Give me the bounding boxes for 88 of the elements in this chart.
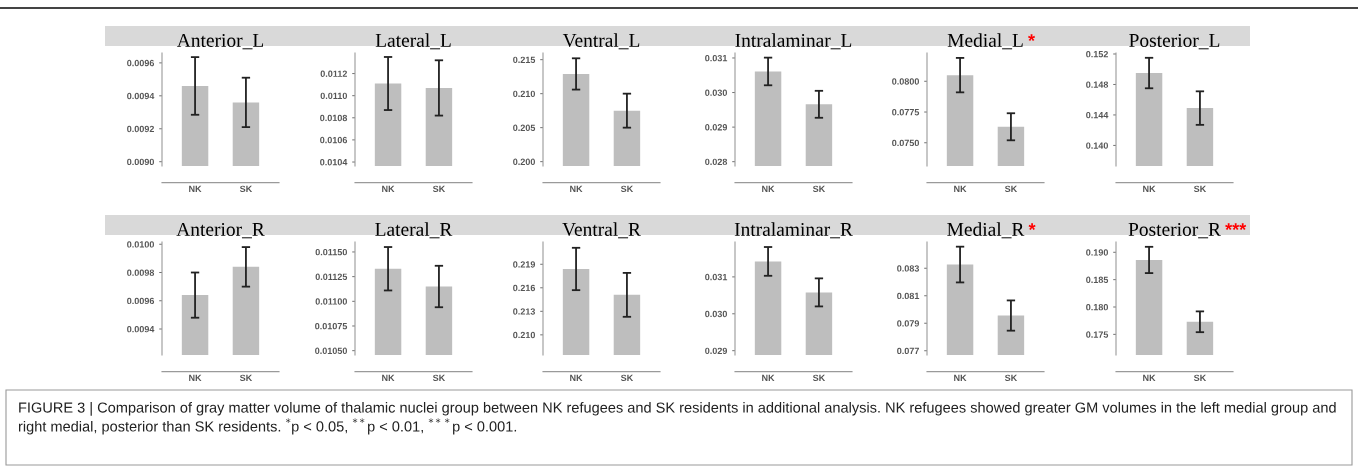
x-tick-label: SK bbox=[812, 185, 826, 193]
y-tick-label: 0.029 bbox=[705, 347, 728, 355]
x-tick-label: NK bbox=[762, 185, 775, 192]
y-tick-label: 0.0096 bbox=[127, 297, 155, 305]
x-tick-label: SK bbox=[620, 374, 634, 382]
y-tick-label: 0.0775 bbox=[892, 108, 920, 116]
y-tick-label: 0.0092 bbox=[127, 125, 154, 133]
y-tick-label: 0.200 bbox=[513, 158, 535, 166]
x-tick-label: NK bbox=[954, 374, 967, 381]
chart-title: Ventral_L bbox=[562, 33, 640, 50]
x-tick-label: SK bbox=[620, 185, 634, 193]
y-tick-label: 0.029 bbox=[705, 124, 728, 131]
y-tick-label: 0.144 bbox=[1086, 111, 1109, 119]
y-tick-label: 0.030 bbox=[705, 310, 727, 318]
x-tick-label: NK bbox=[1143, 374, 1156, 381]
y-tick-label: 0.01100 bbox=[315, 298, 347, 305]
chart-title: Anterior_L bbox=[176, 33, 264, 50]
y-tick-label: 0.0096 bbox=[127, 59, 155, 67]
x-tick-label: NK bbox=[1143, 185, 1156, 192]
x-tick-label: SK bbox=[1193, 374, 1207, 382]
y-tick-label: 0.0106 bbox=[320, 136, 348, 144]
y-tick-label: 0.083 bbox=[897, 265, 920, 272]
x-tick-label: NK bbox=[189, 185, 202, 192]
y-tick-label: 0.152 bbox=[1086, 50, 1108, 58]
y-tick-label: 0.030 bbox=[705, 89, 727, 96]
text: *** bbox=[1225, 223, 1247, 231]
y-tick-label: 0.0800 bbox=[892, 78, 919, 85]
y-tick-label: 0.01125 bbox=[315, 273, 348, 280]
y-tick-label: 0.0110 bbox=[320, 92, 347, 100]
x-tick-label: NK bbox=[382, 185, 395, 192]
y-tick-label: 0.031 bbox=[705, 54, 728, 62]
y-tick-label: 0.185 bbox=[1086, 276, 1109, 284]
y-tick-label: 0.190 bbox=[1086, 249, 1108, 256]
y-tick-label: 0.219 bbox=[513, 261, 536, 268]
y-tick-label: 0.01075 bbox=[315, 322, 348, 330]
y-tick-label: 0.0104 bbox=[320, 158, 348, 166]
x-tick-label: NK bbox=[762, 374, 775, 381]
chart-title: Medial_L bbox=[947, 33, 1023, 50]
chart-title: Intralaminar_R bbox=[734, 222, 853, 239]
y-tick-label: 0.216 bbox=[513, 284, 536, 292]
y-tick-label: 0.0750 bbox=[892, 139, 919, 147]
y-tick-label: 0.210 bbox=[513, 331, 535, 339]
y-tick-label: 0.180 bbox=[1086, 303, 1108, 311]
x-tick-label: SK bbox=[1193, 185, 1207, 193]
y-tick-label: 0.077 bbox=[897, 347, 919, 355]
y-tick-label: 0.140 bbox=[1086, 142, 1108, 149]
x-tick-label: SK bbox=[239, 374, 253, 382]
y-tick-label: 0.031 bbox=[705, 273, 728, 281]
x-tick-label: SK bbox=[812, 374, 826, 382]
chart-title: Lateral_R bbox=[375, 222, 453, 239]
x-tick-label: SK bbox=[239, 185, 253, 193]
y-tick-label: 0.028 bbox=[705, 158, 728, 166]
y-tick-label: 0.079 bbox=[897, 320, 920, 327]
y-tick-label: 0.01050 bbox=[315, 347, 347, 355]
chart-title: Anterior_R bbox=[176, 222, 265, 239]
y-tick-label: 0.0112 bbox=[320, 70, 347, 77]
y-tick-label: 0.215 bbox=[513, 56, 536, 64]
x-tick-label: NK bbox=[189, 374, 202, 381]
y-tick-label: 0.0108 bbox=[320, 114, 348, 122]
chart-title: Intralaminar_L bbox=[735, 33, 852, 50]
x-tick-label: NK bbox=[954, 185, 967, 192]
chart-title: Medial_R bbox=[947, 222, 1025, 239]
x-tick-label: SK bbox=[432, 374, 446, 382]
y-tick-label: 0.01150 bbox=[315, 248, 347, 256]
y-tick-label: 0.0100 bbox=[127, 241, 154, 248]
x-tick-label: NK bbox=[570, 185, 583, 192]
x-tick-label: SK bbox=[1004, 185, 1018, 193]
caption: FIGURE 3 | Comparison of gray matter volume of thalamic nuclei group between NK refugees and SK residents in additional analysis. NK refugees showed greater GM volumes in the left medial group and right medial, posterior than SK residents. $^{*}$p < 0.05, $^{**}$p < 0.01, $^{***}$p < 0.001. bbox=[18, 402, 1336, 435]
x-tick-label: NK bbox=[570, 374, 583, 381]
y-tick-label: 0.081 bbox=[897, 292, 920, 300]
y-tick-label: 0.175 bbox=[1086, 331, 1109, 338]
chart-title: Ventral_R bbox=[562, 222, 641, 239]
chart-title: Posterior_L bbox=[1129, 33, 1220, 50]
x-tick-label: SK bbox=[1004, 374, 1018, 382]
chart-title: Lateral_L bbox=[375, 33, 451, 50]
text: * bbox=[1028, 223, 1036, 231]
text: * bbox=[1028, 34, 1036, 42]
y-tick-label: 0.213 bbox=[513, 308, 536, 315]
y-tick-label: 0.210 bbox=[513, 90, 535, 98]
y-tick-label: 0.148 bbox=[1086, 81, 1109, 88]
x-tick-label: NK bbox=[382, 374, 395, 381]
y-tick-label: 0.0094 bbox=[127, 325, 155, 333]
y-tick-label: 0.0090 bbox=[127, 158, 154, 166]
y-tick-label: 0.205 bbox=[513, 124, 536, 132]
x-tick-label: SK bbox=[432, 185, 446, 193]
y-tick-label: 0.0098 bbox=[127, 269, 155, 276]
chart-title: Posterior_R bbox=[1128, 222, 1221, 239]
y-tick-label: 0.0094 bbox=[127, 92, 155, 100]
